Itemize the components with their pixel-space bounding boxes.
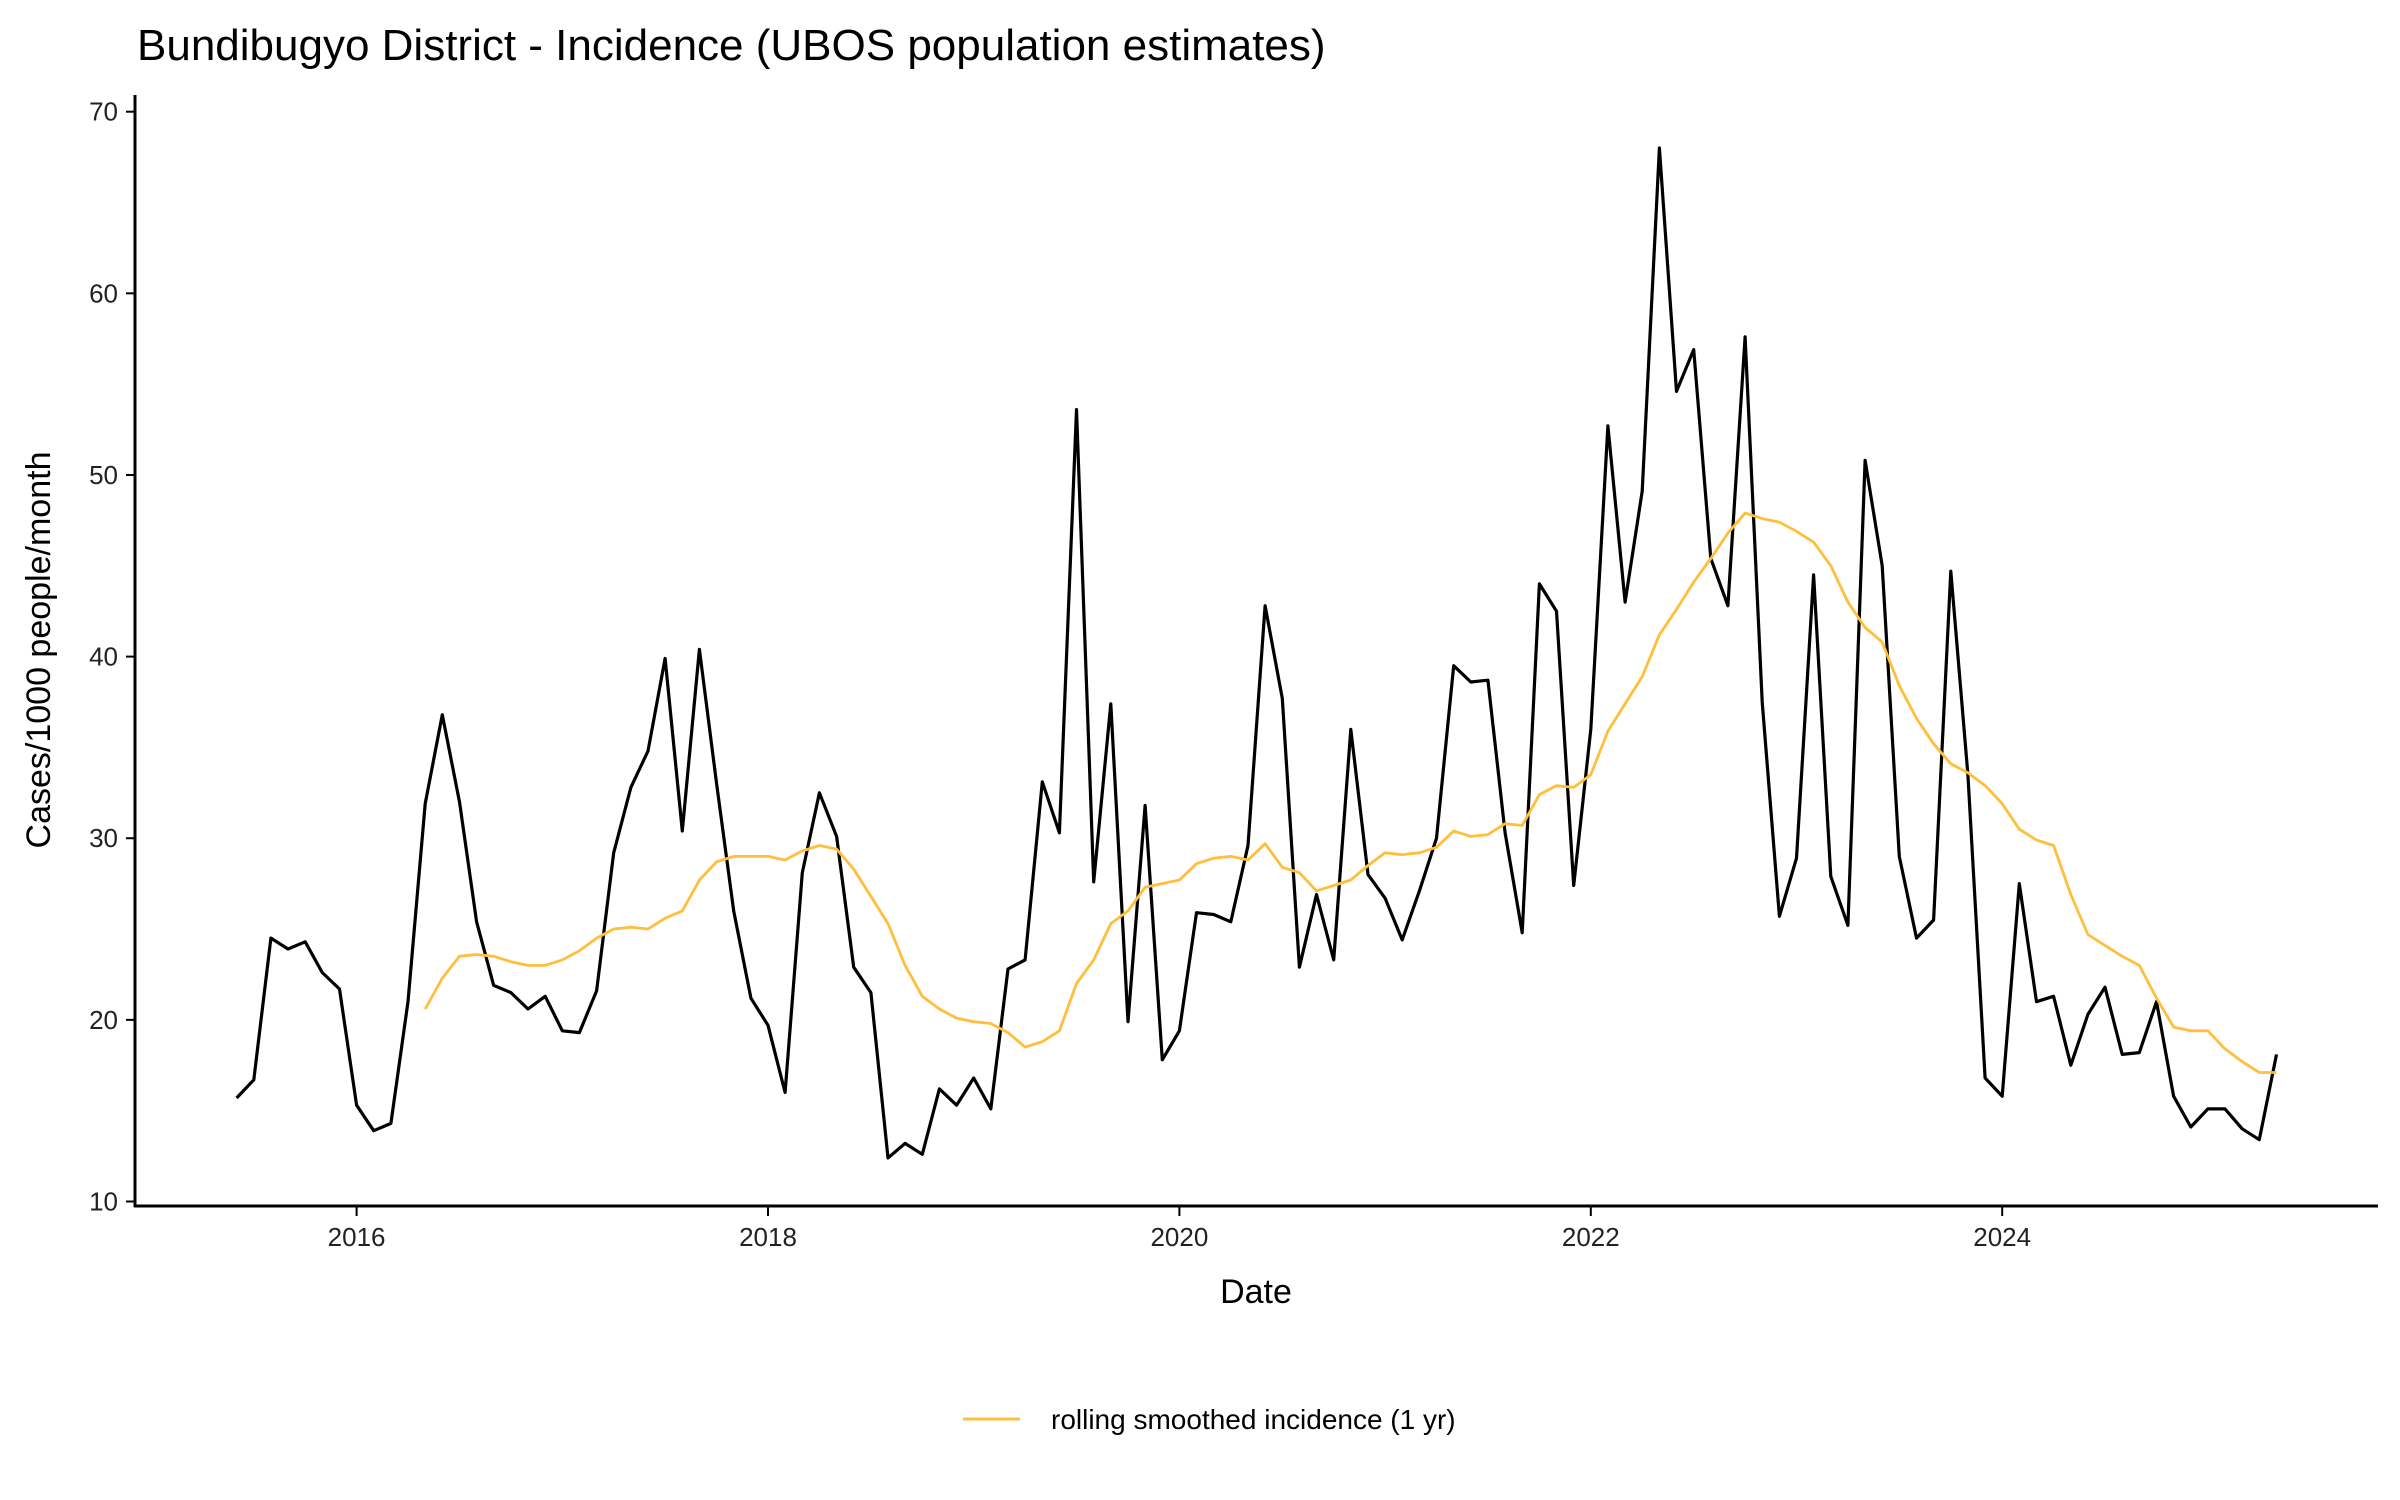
y-tick-label: 40 [89, 642, 118, 672]
rolling-smoothed-line [423, 511, 2277, 1074]
x-axis: 2016 2018 2020 2022 2024 [328, 1206, 2031, 1252]
y-tick-label: 60 [89, 278, 118, 308]
x-tick-label: 2018 [739, 1222, 797, 1252]
y-axis: 10 20 30 40 50 60 70 [89, 97, 135, 1217]
legend-label-rolling: rolling smoothed incidence (1 yr) [1051, 1404, 1456, 1435]
chart-title: Bundibugyo District - Incidence (UBOS po… [137, 21, 1326, 70]
y-axis-title: Cases/1000 people/month [20, 452, 58, 849]
y-tick-label: 30 [89, 823, 118, 853]
y-tick-label: 70 [89, 97, 118, 127]
x-axis-title: Date [1220, 1273, 1292, 1311]
x-tick-label: 2020 [1150, 1222, 1208, 1252]
x-tick-label: 2024 [1973, 1222, 2031, 1252]
y-tick-label: 20 [89, 1005, 118, 1035]
y-tick-label: 50 [89, 460, 118, 490]
incidence-line [235, 146, 2279, 1160]
x-tick-label: 2022 [1562, 1222, 1620, 1252]
y-tick-label: 10 [89, 1187, 118, 1217]
series-lines [235, 146, 2279, 1160]
x-tick-label: 2016 [328, 1222, 386, 1252]
legend: rolling smoothed incidence (1 yr) [963, 1404, 1456, 1435]
